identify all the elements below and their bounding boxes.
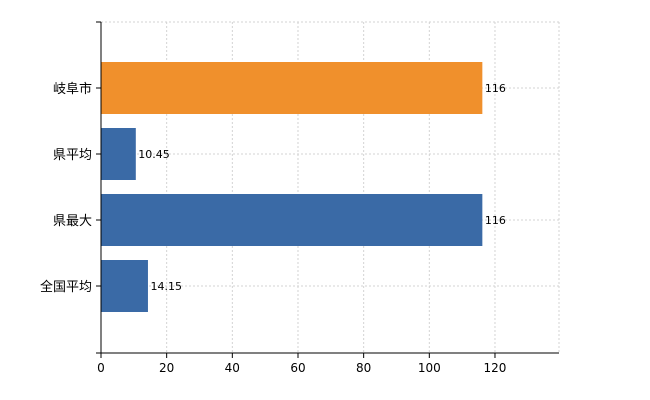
- bar-2: [101, 194, 483, 246]
- axes: [96, 21, 559, 358]
- data-label-2: 116: [485, 214, 506, 227]
- bars: [101, 62, 483, 312]
- bar-1: [101, 128, 136, 180]
- data-label-3: 14.15: [150, 280, 182, 293]
- x-tick-label-6: 120: [484, 361, 507, 375]
- x-tick-label-5: 100: [418, 361, 441, 375]
- x-tick-label-3: 60: [290, 361, 305, 375]
- data-label-1: 10.45: [138, 148, 170, 161]
- category-label-0: 岐阜市: [53, 81, 92, 97]
- bar-3: [101, 260, 148, 312]
- category-label-2: 県最大: [53, 214, 92, 229]
- category-label-3: 全国平均: [40, 279, 92, 295]
- x-tick-label-1: 20: [159, 361, 174, 375]
- x-tick-label-2: 40: [225, 361, 240, 375]
- data-label-0: 116: [485, 82, 506, 95]
- labels: 116 岐阜市 10.45 県平均 116 県最大 14.15 全国平均 0 20 40 60 80 10…: [40, 81, 506, 375]
- x-tick-label-0: 0: [97, 361, 105, 375]
- bar-0: [101, 62, 483, 114]
- x-tick-label-4: 80: [356, 361, 371, 375]
- category-label-1: 県平均: [53, 148, 92, 163]
